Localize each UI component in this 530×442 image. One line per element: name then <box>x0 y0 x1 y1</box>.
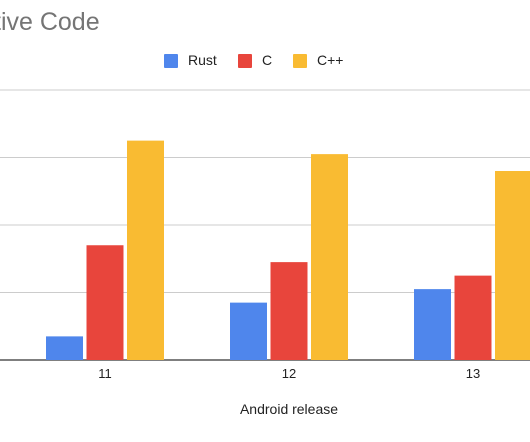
bar-cpp-11[interactable] <box>127 140 164 360</box>
legend-swatch-c <box>238 54 252 68</box>
legend-swatch-cpp <box>293 54 307 68</box>
legend-label-cpp: C++ <box>317 52 344 68</box>
x-tick-label: 12 <box>282 366 296 381</box>
bar-rust-12[interactable] <box>230 302 267 360</box>
legend-label-rust: Rust <box>188 52 217 68</box>
x-axis-title: Android release <box>239 401 339 417</box>
bar-c-12[interactable] <box>270 262 308 360</box>
x-tick-label: 11 <box>98 366 112 381</box>
bar-c-11[interactable] <box>86 245 124 360</box>
chart-title: tive Code <box>0 8 100 36</box>
x-tick-label: 13 <box>466 366 480 381</box>
legend-swatch-rust <box>164 54 178 68</box>
bar-cpp-13[interactable] <box>495 171 530 360</box>
bar-c-13[interactable] <box>454 275 492 360</box>
bar-rust-13[interactable] <box>414 289 451 360</box>
bar-cpp-12[interactable] <box>311 154 348 360</box>
bar-rust-11[interactable] <box>46 336 83 360</box>
legend: Rust C C++ <box>0 52 530 70</box>
legend-label-c: C <box>262 52 273 68</box>
